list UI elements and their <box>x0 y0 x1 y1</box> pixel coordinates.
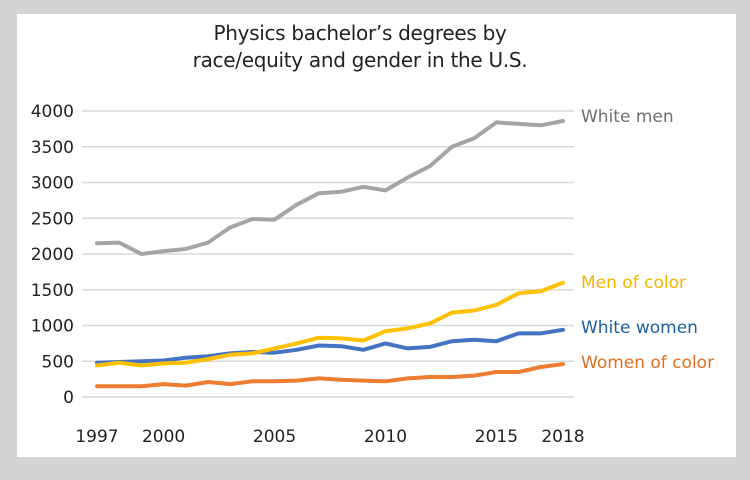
chart-title-line-2: race/equity and gender in the U.S. <box>192 48 528 72</box>
x-tick-label: 2015 <box>475 427 518 447</box>
x-tick-label: 2000 <box>142 427 185 447</box>
y-tick-label: 500 <box>42 352 74 372</box>
y-tick-label: 3000 <box>31 174 74 194</box>
y-tick-label: 2500 <box>31 209 74 229</box>
series-label-men-of-color: Men of color <box>581 273 686 293</box>
y-tick-label: 1500 <box>31 281 74 301</box>
series-line-white-men <box>95 119 565 256</box>
y-tick-label: 3500 <box>31 138 74 158</box>
series-line-white-women <box>95 327 565 365</box>
series-label-white-men: White men <box>581 107 674 127</box>
y-tick-label: 4000 <box>31 102 74 122</box>
series-line-women-of-color <box>95 362 565 389</box>
series-label-white-women: White women <box>581 318 698 338</box>
y-tick-label: 2000 <box>31 245 74 265</box>
chart-title-line-1: Physics bachelor’s degrees by <box>213 21 507 45</box>
chart-title: Physics bachelor’s degrees by race/equit… <box>60 20 660 74</box>
y-tick-label: 1000 <box>31 317 74 337</box>
x-tick-label: 2005 <box>253 427 296 447</box>
x-tick-label: 2018 <box>541 427 584 447</box>
series-label-women-of-color: Women of color <box>581 353 714 373</box>
x-tick-label: 1997 <box>75 427 118 447</box>
series-line-men-of-color <box>95 280 565 368</box>
chart-card <box>17 14 736 457</box>
y-tick-label: 0 <box>63 388 74 408</box>
x-tick-label: 2010 <box>364 427 407 447</box>
